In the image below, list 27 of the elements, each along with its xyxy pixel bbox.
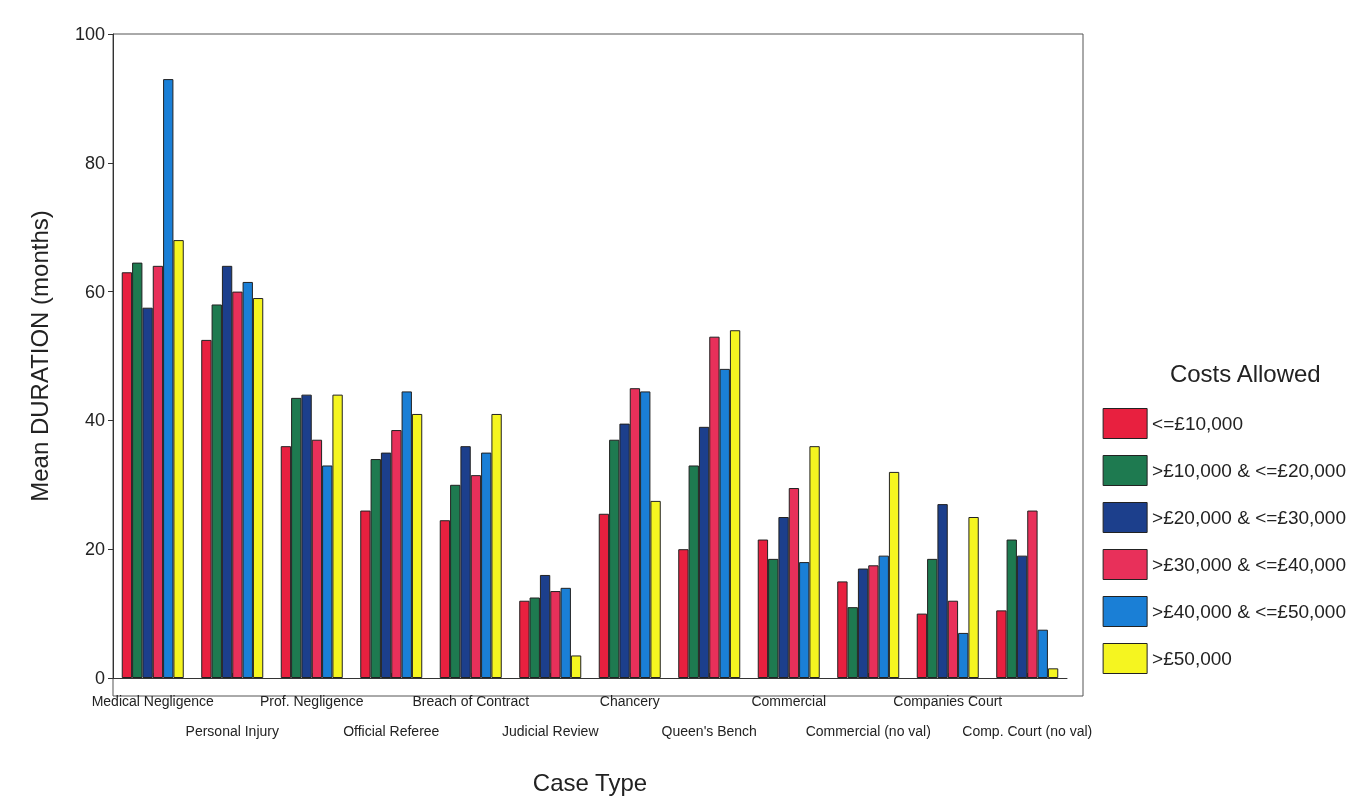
legend-label: >£40,000 & <=£50,000 xyxy=(1152,601,1347,622)
y-tick-label: 60 xyxy=(84,281,105,302)
x-tick-label: Comp. Court (no val) xyxy=(962,723,1093,739)
x-tick-label: Prof. Negligence xyxy=(259,693,364,709)
x-tick-label: Judicial Review xyxy=(502,723,600,739)
y-axis-title: Mean DURATION (months) xyxy=(25,210,53,502)
legend-label: >£10,000 & <=£20,000 xyxy=(1152,460,1347,481)
y-tick-label: 0 xyxy=(94,668,105,688)
y-tick-label: 20 xyxy=(84,539,105,560)
x-axis-title: Case Type xyxy=(532,768,648,796)
x-tick-label: Personal Injury xyxy=(185,723,279,739)
x-tick-label: Companies Court xyxy=(893,693,1003,709)
x-tick-label: Medical Negligence xyxy=(91,693,215,709)
x-tick-label: Breach of Contract xyxy=(412,693,530,709)
y-tick-label: 80 xyxy=(84,152,105,173)
y-tick-label: 40 xyxy=(84,410,105,431)
x-tick-label: Queen's Bench xyxy=(661,723,757,739)
x-tick-label: Commercial xyxy=(751,693,827,709)
y-tick-label: 100 xyxy=(74,24,105,44)
legend-title: Costs Allowed xyxy=(1169,359,1321,387)
legend-label: >£30,000 & <=£40,000 xyxy=(1152,554,1347,575)
x-tick-label: Commercial (no val) xyxy=(805,723,931,739)
x-tick-label: Official Referee xyxy=(343,723,440,739)
legend-label: >£20,000 & <=£30,000 xyxy=(1152,507,1347,528)
legend-label: <=£10,000 xyxy=(1152,413,1243,434)
x-tick-label: Chancery xyxy=(599,693,660,709)
legend-label: >£50,000 xyxy=(1152,648,1232,669)
